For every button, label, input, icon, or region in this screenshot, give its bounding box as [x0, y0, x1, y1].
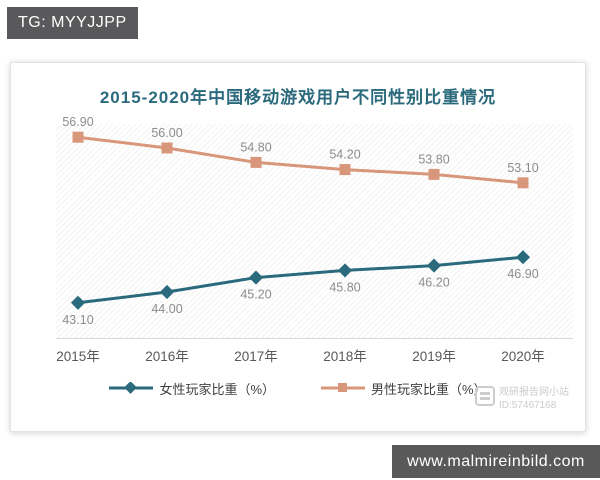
x-tick-2016年: 2016年 [145, 349, 189, 364]
plot-area [56, 124, 573, 339]
series-line-female [77, 255, 524, 305]
top-left-watermark-banner: TG: MYYJJPP [7, 7, 138, 39]
series-male-point-2017年-value-label: 54.80 [240, 140, 271, 154]
legend-label-female: 女性玩家比重（%） [159, 381, 275, 397]
watermark-text: 观研报告网小站 ID:57467168 [499, 386, 569, 412]
chart-title: 2015-2020年中国移动游戏用户不同性别比重情况 [99, 88, 497, 107]
x-tick-2019年: 2019年 [412, 349, 456, 364]
series-female-point-2016年-value-label: 44.00 [151, 302, 182, 316]
source-watermark: 观研报告网小站 ID:57467168 [475, 386, 569, 412]
legend-label-male: 男性玩家比重（%） [371, 381, 487, 397]
series-male-point-2015年-marker [72, 131, 84, 143]
series-female-point-2020年-value-label: 46.90 [507, 267, 538, 281]
series-male-point-2019年-value-label: 53.80 [418, 152, 449, 166]
series-female-point-2016年-marker [159, 284, 175, 300]
series-male-point-2018年-marker [339, 164, 351, 176]
x-tick-2018年: 2018年 [323, 349, 367, 364]
series-female-point-2020年-marker [515, 250, 531, 265]
series-female-point-2015年-value-label: 43.10 [62, 313, 93, 327]
male-line-marker-icon [321, 383, 365, 392]
series-female-point-2018年-value-label: 45.80 [329, 280, 360, 294]
series-female-point-2018年-marker [337, 263, 353, 278]
chart-canvas: 56.90 56.00 54.80 54.20 53.80 53.10 43.10 44.00… [56, 115, 545, 364]
x-tick-2015年: 2015年 [56, 349, 100, 364]
series-female-point-2015年-marker [70, 295, 86, 310]
top-banner-text: TG: MYYJJPP [18, 14, 127, 31]
x-tick-2020年: 2020年 [501, 349, 545, 364]
watermark-logo-icon [475, 386, 495, 406]
bottom-banner-text: www.malmireinbild.com [407, 452, 585, 470]
series-male-point-2020年-value-label: 53.10 [507, 161, 538, 175]
legend-entry-male: 男性玩家比重（%） [321, 379, 487, 398]
series-female-point-2019年-marker [426, 258, 442, 273]
series-male-point-2018年-value-label: 54.20 [329, 148, 360, 162]
series-male-point-2015年-value-label: 56.90 [62, 115, 93, 129]
series-male-point-2017年-marker [250, 156, 262, 168]
series-female-point-2017年-value-label: 45.20 [240, 288, 271, 302]
series-male-point-2016年-value-label: 56.00 [151, 126, 182, 140]
female-line-marker-icon [109, 382, 154, 394]
series-line-male [77, 135, 524, 185]
chart-card: 2015-2020年中国移动游戏用户不同性别比重情况 56.90 56.00 54.… [10, 62, 586, 432]
series-female-point-2019年-value-label: 46.20 [418, 276, 449, 290]
bottom-right-watermark-banner: www.malmireinbild.com [392, 445, 600, 478]
series-male-point-2020年-marker [517, 177, 529, 189]
chart-legend: 女性玩家比重（%） 男性玩家比重（%） [11, 375, 585, 401]
legend-entry-female: 女性玩家比重（%） [109, 379, 275, 398]
watermark-site-name: 观研报告网小站 [499, 387, 569, 398]
watermark-id: ID:57467168 [499, 400, 557, 411]
series-male-point-2019年-marker [428, 168, 440, 180]
series-female-point-2017年-marker [248, 270, 264, 285]
series-male-point-2016年-marker [161, 142, 173, 154]
x-tick-2017年: 2017年 [234, 349, 278, 364]
